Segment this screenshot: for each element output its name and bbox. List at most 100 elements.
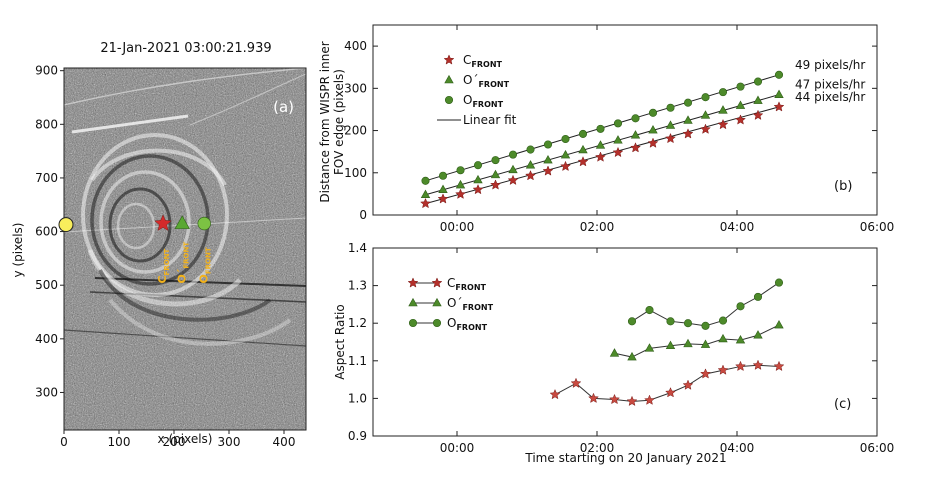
legend-marker-0 [443,54,455,65]
panel-b-label: (b) [834,179,852,194]
panel-b-legend: CFRONT O´FRONT OFRONT Linear fit [437,53,517,127]
point-2-17 [717,118,729,130]
point-2-2 [455,188,466,199]
point-1-2 [455,179,466,189]
point-0-0 [421,176,430,185]
point-2-13 [647,137,659,148]
a-ytick-label: 600 [35,225,58,239]
legend-label-2: OFRONT [463,93,504,109]
point-1-16 [700,110,711,119]
point-2-3 [472,183,484,195]
legend-label-0: CFRONT [463,53,503,69]
rate-label-2: 44 pixels/hr [795,90,865,104]
point-2-8 [560,160,571,172]
xtick-label: 00:00 [440,220,475,234]
series-line-1 [614,324,780,358]
a-marker-sub-c: FRONT [163,248,171,275]
point-1-7 [735,335,746,344]
point-0-1 [570,377,582,388]
ytick-label: 1.1 [348,354,367,368]
ytick-label: 200 [344,124,367,138]
point-0-10 [596,124,605,133]
point-0-6 [526,145,535,154]
point-0-10 [735,360,746,372]
ytick-label: 0.9 [348,429,367,443]
panel-b-ylabel-2: FOV edge (pixels) [332,69,346,175]
point-1-9 [578,144,588,154]
point-1-2 [644,343,655,352]
point-0-18 [736,82,745,91]
legend-sub-2: FRONT [472,100,503,109]
point-0-4 [626,395,638,407]
series-line-0 [554,364,780,402]
a-xtick-label: 400 [273,435,296,449]
legend-label-1: O´FRONT [447,296,494,312]
point-1-0 [420,189,431,199]
point-2-3 [683,319,693,328]
ytick-label: 1.4 [348,241,367,255]
legend-marker-a-2 [408,318,418,328]
point-1-3 [473,174,483,184]
point-1-0 [609,348,620,357]
panel-c-label: (c) [834,397,851,412]
point-1-7 [543,155,553,164]
point-1-1 [627,351,637,361]
point-1-12 [630,130,641,139]
panel-c: Aspect Ratio Time starting on 20 January… [333,241,894,465]
a-marker-o [197,216,211,231]
point-1-3 [665,340,676,350]
point-0-12 [773,360,785,372]
point-2-15 [682,128,694,139]
point-0-13 [648,108,658,117]
a-ytick-label: 800 [35,117,58,131]
a-ytick-label: 500 [35,278,58,292]
xtick-label: 02:00 [580,441,615,455]
point-1-10 [595,140,606,149]
point-0-3 [609,393,620,405]
point-2-12 [630,142,641,153]
panel-a-xlabel: x (pixels) [158,432,213,446]
point-0-5 [644,394,655,405]
point-1-19 [753,95,763,104]
panel-c-legend: CFRONT O´FRONT OFRONT [407,276,494,332]
a-ytick-label: 700 [35,171,58,185]
point-0-12 [631,114,640,123]
point-2-18 [735,114,746,125]
a-marker-o1 [174,215,190,229]
ytick-label: 1.2 [348,316,367,330]
point-0-1 [438,171,448,180]
point-2-6 [736,302,745,311]
point-2-14 [665,132,676,144]
point-0-19 [753,77,763,86]
point-2-1 [645,306,654,315]
legend-marker-2 [444,95,454,105]
xtick-label: 02:00 [580,220,615,234]
point-1-20 [774,89,784,98]
point-0-4 [491,156,500,165]
point-1-11 [613,135,623,144]
point-0-7 [682,379,694,390]
point-2-7 [542,165,554,176]
point-1-5 [700,339,711,348]
point-1-17 [718,105,728,114]
point-2-5 [718,316,728,325]
series-line-2 [631,282,780,327]
xtick-label: 04:00 [720,441,755,455]
point-0-20 [774,70,784,79]
a-xtick-label: 100 [108,435,131,449]
xtick-label: 06:00 [860,220,895,234]
point-1-5 [508,164,518,174]
point-2-8 [774,278,784,287]
a-ytick-label: 900 [35,64,58,78]
point-0-7 [543,140,553,149]
a-marker-sub-o1: FRONT [182,242,190,269]
legend-sub-0: FRONT [455,283,486,292]
point-2-19 [752,109,764,120]
panel-a-ylabel: y (pixels) [11,223,25,278]
point-2-7 [753,292,763,301]
legend-sub-1: FRONT [478,80,509,89]
point-1-8 [560,149,571,159]
panel-b: Distance from WISPR inner FOV edge (pixe… [318,24,895,234]
